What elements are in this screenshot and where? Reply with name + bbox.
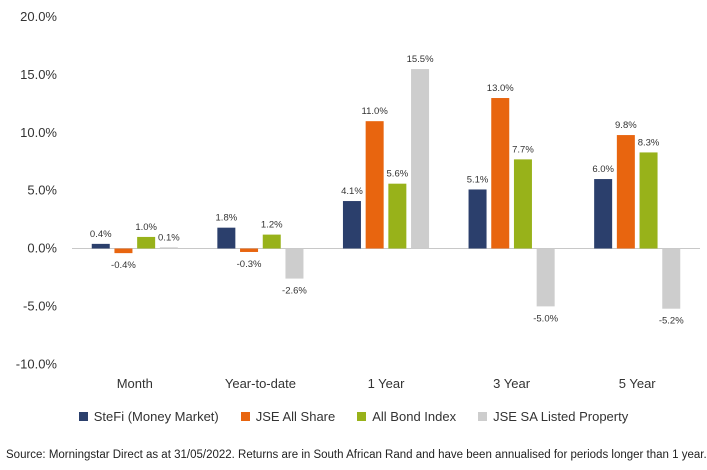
x-tick-label: 5 Year [619, 376, 657, 391]
data-label: 0.1% [158, 232, 180, 243]
data-label: 0.4% [90, 229, 112, 240]
data-label: 1.8% [216, 213, 238, 224]
y-tick-label: 10.0% [20, 125, 57, 140]
legend-label: All Bond Index [372, 409, 457, 424]
data-label: 6.0% [592, 164, 614, 175]
legend-swatch [478, 412, 488, 421]
data-label: 1.0% [135, 222, 157, 233]
bar [91, 243, 110, 249]
bar [137, 236, 156, 249]
y-tick-label: 5.0% [27, 183, 57, 198]
data-label: 5.6% [387, 169, 409, 180]
legend-item: JSE All Share [240, 409, 336, 424]
legend-label: JSE All Share [255, 409, 336, 424]
bar [491, 98, 510, 249]
legend-item: JSE SA Listed Property [478, 409, 628, 424]
bar [114, 248, 133, 254]
data-label: -0.4% [111, 260, 136, 271]
bar [285, 248, 304, 279]
data-label: 8.3% [638, 137, 660, 148]
data-label: -0.3% [237, 259, 262, 270]
legend-item: SteFi (Money Market) [78, 409, 219, 424]
legend-item: All Bond Index [357, 409, 456, 424]
data-label: 4.1% [341, 186, 363, 197]
data-label: 1.2% [261, 220, 283, 231]
data-label: 11.0% [362, 106, 389, 117]
data-label: -5.0% [533, 313, 558, 324]
legend-swatch [357, 412, 367, 421]
x-tick-label: 3 Year [493, 376, 531, 391]
bar [411, 69, 430, 249]
bar [662, 248, 681, 309]
data-label: -5.2% [659, 316, 684, 327]
data-label: 9.8% [615, 120, 637, 131]
bar [159, 247, 178, 249]
legend-label: SteFi (Money Market) [93, 409, 219, 424]
bar [616, 135, 635, 249]
x-tick-label: 1 Year [368, 376, 406, 391]
bar-chart: -10.0% -5.0% 0.0% 5.0% 10.0% 15.0% 20.0% 0.4% -0… [16, 9, 700, 391]
bar [262, 234, 281, 249]
bar [240, 248, 259, 252]
bar [536, 248, 555, 307]
y-tick-label: -5.0% [23, 298, 57, 313]
bar [217, 227, 236, 249]
data-label: -2.6% [282, 286, 307, 297]
bar [639, 152, 658, 249]
data-label: 13.0% [487, 83, 514, 94]
legend-swatch [240, 412, 250, 421]
y-tick-label: -10.0% [16, 356, 58, 371]
bar [342, 201, 361, 249]
data-label: 5.1% [467, 174, 489, 185]
bar [513, 159, 532, 249]
y-tick-label: 15.0% [20, 67, 57, 82]
legend-swatch [78, 412, 88, 421]
bar [468, 189, 487, 249]
bar [594, 179, 613, 249]
x-tick-label: Year-to-date [225, 376, 296, 391]
legend: SteFi (Money Market) JSE All Share All Bon… [0, 409, 707, 424]
bar [388, 183, 407, 249]
x-tick-label: Month [117, 376, 153, 391]
data-label: 15.5% [407, 54, 434, 65]
bar [365, 121, 384, 249]
y-tick-label: 20.0% [20, 9, 57, 24]
data-label: 7.7% [512, 144, 534, 155]
y-tick-label: 0.0% [27, 241, 57, 256]
legend-label: JSE SA Listed Property [493, 409, 629, 424]
source-note: Source: Morningstar Direct as at 31/05/2… [6, 449, 707, 461]
